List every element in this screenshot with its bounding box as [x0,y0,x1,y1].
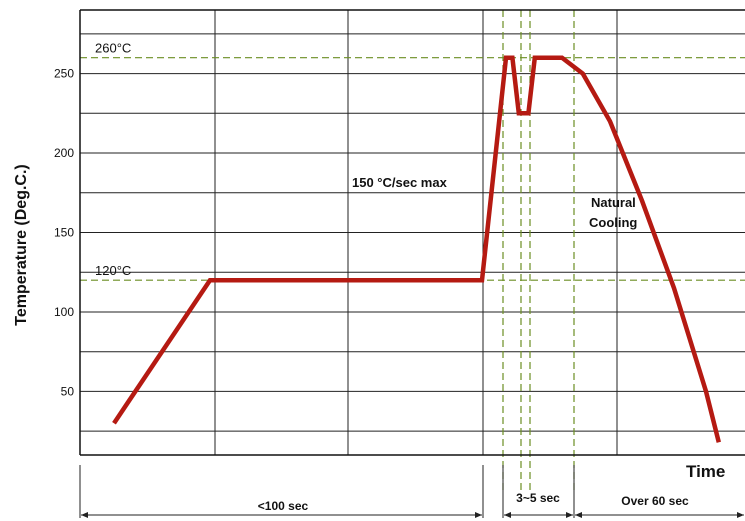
plot-frame [79,9,745,456]
dim-arrow-cooling-head-left [575,512,582,518]
duration-label-cooling: Over 60 sec [621,494,689,508]
duration-markers [79,465,744,518]
duration-label-peak: 3~5 sec [516,491,560,505]
reference-lines [80,10,745,490]
natural-cooling-line-2: Cooling [589,215,637,230]
y-tick-labels: 50 100 150 200 250 [54,67,74,399]
dim-arrow-preheat-head-left [81,512,88,518]
duration-label-preheat: <100 sec [258,499,309,513]
y-tick-250: 250 [54,67,74,81]
y-tick-50: 50 [61,384,75,398]
dim-arrow-cooling-head-right [737,512,744,518]
y-axis-label: Temperature (Deg.C.) [13,164,30,326]
y-tick-200: 200 [54,146,74,160]
ref-label-260: 260°C [95,41,131,56]
ramp-rate-annotation: 150 °C/sec max [352,175,448,190]
ref-label-120: 120°C [95,263,131,278]
y-tick-100: 100 [54,305,74,319]
dim-arrow-preheat-head-right [475,512,482,518]
dim-arrow-peak-head-right [566,512,573,518]
chart-grid [80,10,745,455]
x-axis-label: Time [686,462,725,481]
natural-cooling-line-1: Natural [591,195,636,210]
temperature-curve [112,55,721,443]
temperature-line [112,55,721,443]
y-tick-150: 150 [54,226,74,240]
dim-arrow-peak-head-left [504,512,511,518]
